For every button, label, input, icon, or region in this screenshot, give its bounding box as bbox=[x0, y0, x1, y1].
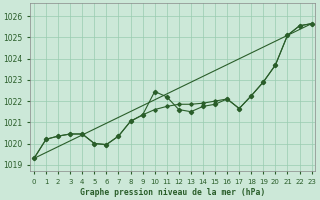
X-axis label: Graphe pression niveau de la mer (hPa): Graphe pression niveau de la mer (hPa) bbox=[80, 188, 265, 197]
